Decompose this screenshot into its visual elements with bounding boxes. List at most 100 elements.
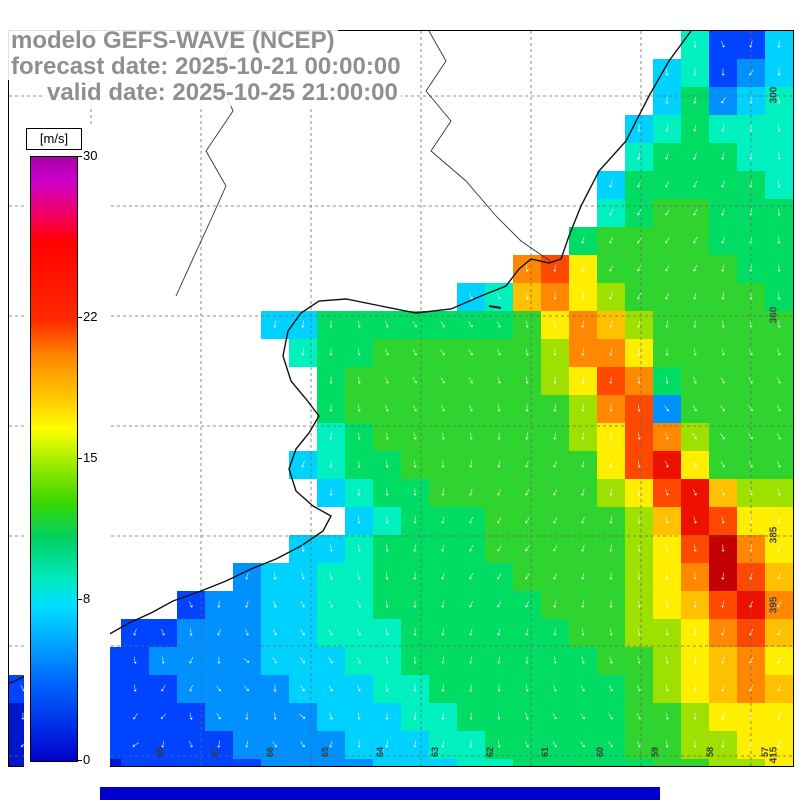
bottom-axis-label: 61	[540, 746, 550, 758]
wind-cell	[709, 283, 737, 311]
wind-cell	[149, 731, 177, 759]
wind-cell	[765, 619, 793, 647]
wind-cell	[345, 563, 373, 591]
wind-cell	[597, 647, 625, 675]
wind-cell	[653, 87, 681, 115]
wind-cell	[765, 423, 793, 451]
wind-cell	[541, 479, 569, 507]
wind-cell	[429, 479, 457, 507]
colorbar-tick-label: 0	[83, 752, 91, 767]
wind-cell	[289, 339, 317, 367]
wind-cell	[541, 619, 569, 647]
wind-cell	[681, 675, 709, 703]
wind-cell	[709, 59, 737, 87]
wind-cell	[401, 591, 429, 619]
colorbar-gradient	[30, 156, 78, 762]
wind-cell	[401, 759, 429, 766]
wind-cell	[709, 143, 737, 171]
wind-cell	[569, 451, 597, 479]
wind-cell	[289, 647, 317, 675]
wind-cell	[625, 395, 653, 423]
wind-cell	[317, 619, 345, 647]
wind-cell	[485, 563, 513, 591]
wind-cell	[625, 563, 653, 591]
wind-cell	[457, 339, 485, 367]
wind-cell	[625, 731, 653, 759]
wind-cell	[121, 619, 149, 647]
wind-cell	[485, 675, 513, 703]
wind-cell	[625, 255, 653, 283]
wind-cell	[373, 619, 401, 647]
wind-cell	[681, 619, 709, 647]
wind-cell	[317, 731, 345, 759]
wind-cell	[401, 423, 429, 451]
wind-cell	[485, 703, 513, 731]
wind-cell	[177, 619, 205, 647]
wind-cell	[765, 479, 793, 507]
wind-cell	[177, 731, 205, 759]
wind-cell	[765, 563, 793, 591]
wind-cell	[289, 591, 317, 619]
wind-cell	[541, 703, 569, 731]
wind-cell	[373, 591, 401, 619]
wind-cell	[373, 535, 401, 563]
sea-strip	[100, 787, 660, 800]
wind-cell	[485, 339, 513, 367]
wind-cell	[625, 647, 653, 675]
wind-cell	[709, 339, 737, 367]
river-line	[425, 31, 554, 264]
bottom-axis-label: 59	[650, 746, 660, 758]
wind-cell	[373, 395, 401, 423]
wind-cell	[373, 675, 401, 703]
wind-cell	[653, 367, 681, 395]
bottom-axis-label: 65	[320, 746, 330, 758]
wind-cell	[149, 759, 177, 766]
wind-cell	[261, 591, 289, 619]
bottom-axis-label: 67	[210, 746, 220, 758]
wind-cell	[457, 395, 485, 423]
wind-cell	[625, 199, 653, 227]
wind-cell	[429, 731, 457, 759]
wind-cell	[765, 199, 793, 227]
bottom-axis-label: 63	[430, 746, 440, 758]
wind-cell	[681, 703, 709, 731]
wind-cell	[653, 675, 681, 703]
wind-cell	[681, 591, 709, 619]
wind-cell	[709, 759, 737, 766]
wind-cell	[345, 339, 373, 367]
wind-cell	[625, 171, 653, 199]
wind-cell	[513, 395, 541, 423]
wind-cell	[681, 171, 709, 199]
wind-cell	[569, 395, 597, 423]
wind-cell	[653, 339, 681, 367]
right-axis-label: 415	[768, 746, 780, 764]
wind-cell	[205, 591, 233, 619]
wind-cell	[345, 395, 373, 423]
wind-cell	[681, 423, 709, 451]
wind-cell	[765, 115, 793, 143]
wind-cell	[429, 619, 457, 647]
wind-cell	[597, 619, 625, 647]
wind-cell	[233, 591, 261, 619]
model-title-text: modelo GEFS-WAVE (NCEP)	[8, 27, 338, 54]
wind-cell	[177, 759, 205, 766]
wind-cell	[625, 283, 653, 311]
wind-cell	[597, 675, 625, 703]
bottom-axis-label: 60	[595, 746, 605, 758]
wind-cell	[597, 423, 625, 451]
colorbar-tick-label: 30	[83, 148, 98, 163]
wind-cell	[317, 423, 345, 451]
wind-cell	[765, 339, 793, 367]
wind-cell	[485, 423, 513, 451]
wind-cell	[765, 647, 793, 675]
wind-cell	[373, 451, 401, 479]
wind-cell	[373, 367, 401, 395]
wind-cell	[541, 591, 569, 619]
wind-cell	[709, 619, 737, 647]
wind-cell	[709, 675, 737, 703]
wind-cell	[653, 703, 681, 731]
wind-cell	[765, 451, 793, 479]
wind-cell	[289, 619, 317, 647]
colorbar-tick-mark	[77, 760, 82, 761]
